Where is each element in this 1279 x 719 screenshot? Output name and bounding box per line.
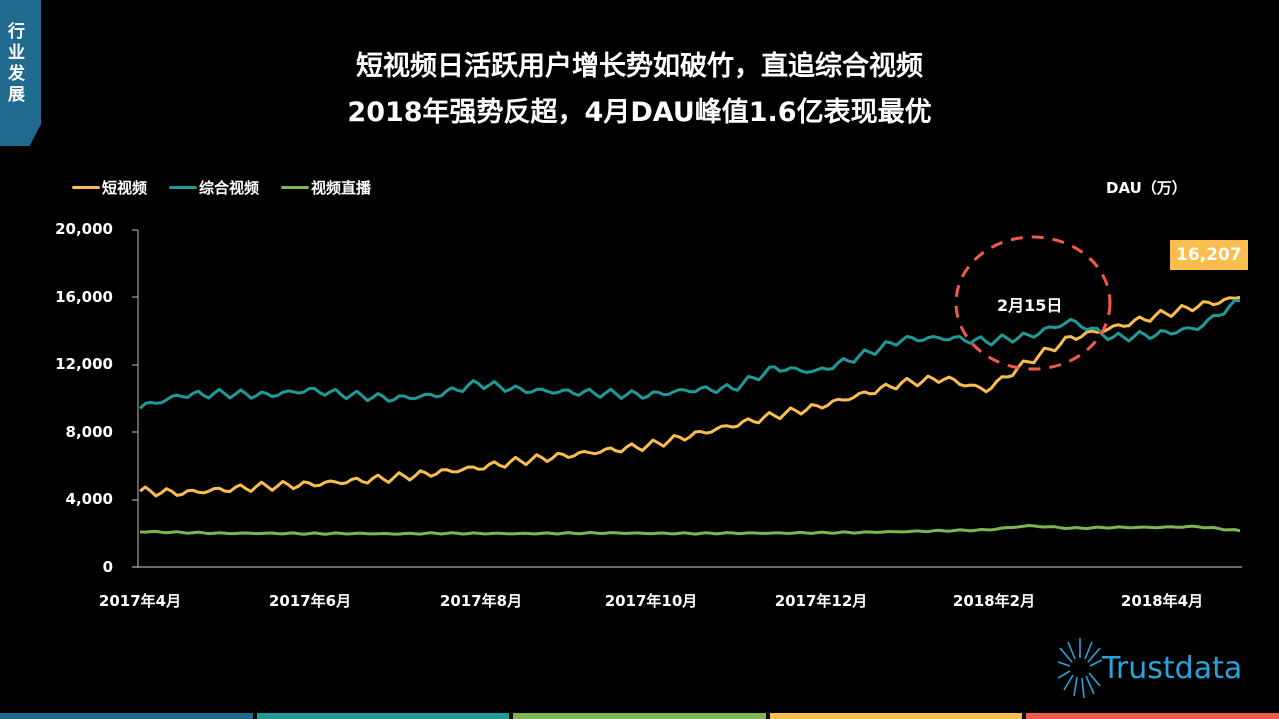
legend-swatch-short-video [72, 186, 100, 189]
page-title-line-2: 2018年强势反超，4月DAU峰值1.6亿表现最优 [347, 97, 932, 128]
y-tick: 0 [102, 558, 113, 576]
logo-text: Trustdata [1102, 650, 1243, 686]
legend-swatch-live-video [281, 186, 310, 189]
series-line [138, 298, 1241, 410]
end-value-callout: 16,207 [1170, 240, 1248, 270]
series-line [139, 524, 1241, 536]
sunburst-icon [1058, 638, 1102, 699]
legend-item-short-video: 短视频 [72, 177, 147, 198]
section-tab-label: 行业发展 [8, 22, 25, 105]
series-line [139, 295, 1241, 498]
y-tick: 12,000 [55, 355, 113, 373]
series-lines [138, 295, 1241, 536]
trustdata-logo: Trustdata [1058, 636, 1242, 700]
x-tick: 2017年12月 [774, 592, 868, 610]
footer-bar [256, 713, 510, 719]
annotation-label: 2月15日 [997, 296, 1063, 315]
footer-color-bars [0, 713, 1279, 719]
chart-legend: 短视频 综合视频 视频直播 [72, 177, 371, 198]
legend-item-live-video: 视频直播 [281, 177, 371, 198]
legend-swatch-general-video [169, 186, 198, 189]
y-tick: 8,000 [65, 423, 113, 441]
y-axis-unit-label: DAU（万） [1106, 179, 1187, 197]
y-axis [132, 229, 139, 567]
legend-label: 视频直播 [311, 179, 372, 197]
page-title-line-1: 短视频日活跃用户增长势如破竹，直追综合视频 [356, 51, 923, 82]
highlight-circle [954, 235, 1112, 371]
y-tick: 4,000 [65, 490, 113, 508]
y-tick: 20,000 [55, 220, 113, 238]
footer-bar [1026, 713, 1279, 719]
footer-bar [769, 713, 1023, 719]
x-tick: 2017年6月 [268, 592, 352, 610]
x-tick: 2017年10月 [604, 592, 698, 610]
x-tick: 2018年2月 [952, 592, 1036, 610]
footer-bar [513, 713, 766, 719]
legend-item-general-video: 综合视频 [169, 177, 259, 198]
legend-label: 短视频 [102, 179, 148, 197]
x-tick: 2017年8月 [439, 592, 523, 610]
legend-label: 综合视频 [199, 179, 260, 197]
x-tick: 2017年4月 [98, 592, 182, 610]
section-tab: 行业发展 [0, 0, 41, 146]
y-tick: 16,000 [55, 288, 113, 306]
x-tick: 2018年4月 [1120, 592, 1204, 610]
footer-bar [0, 713, 253, 719]
